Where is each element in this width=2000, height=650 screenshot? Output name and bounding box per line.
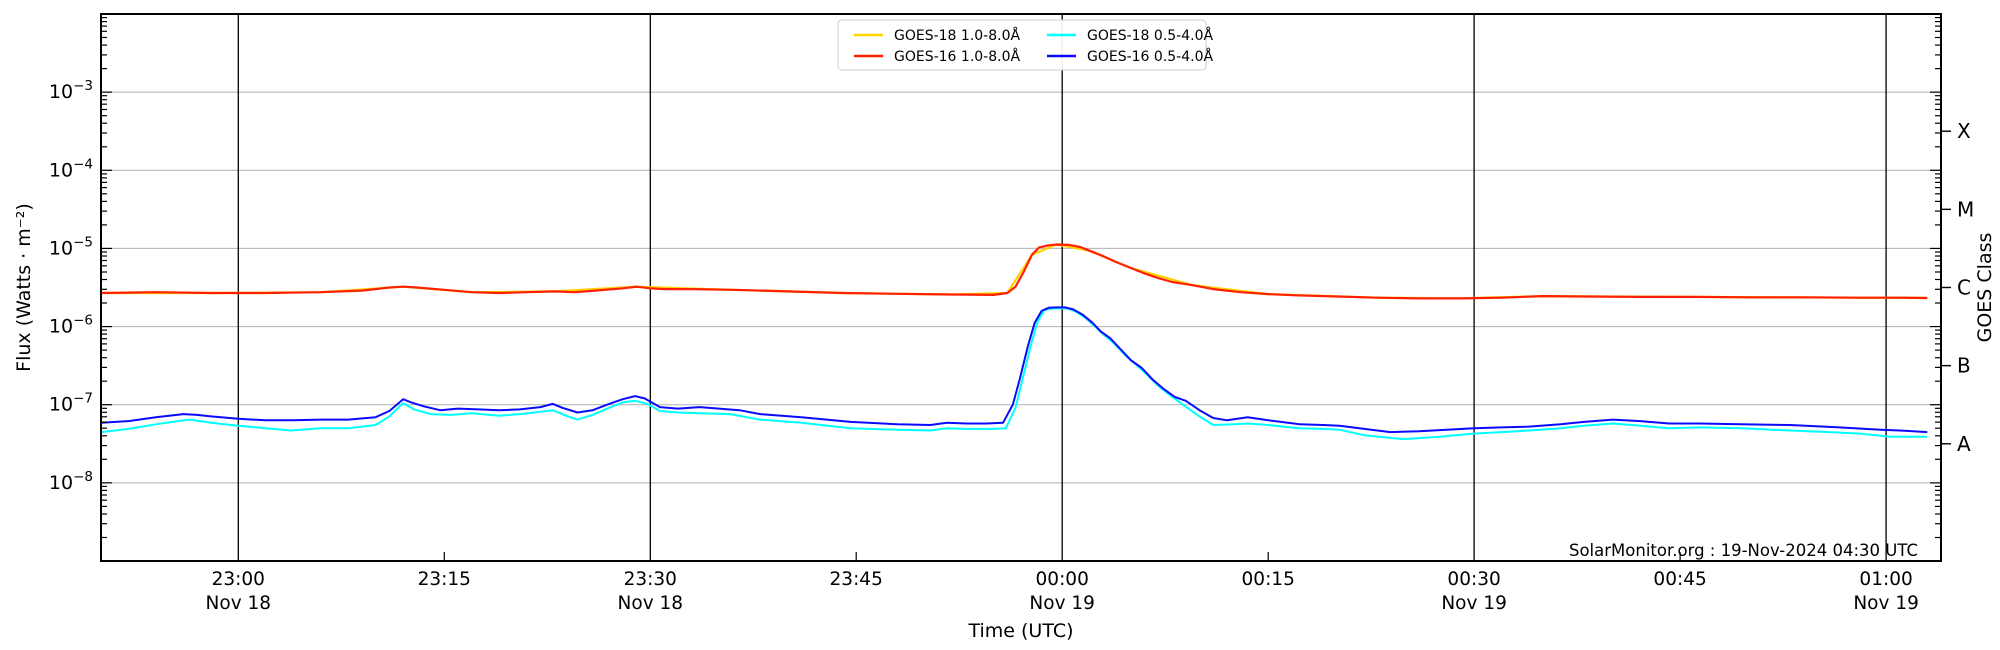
svg-text:10−7: 10−7 — [49, 391, 93, 416]
svg-text:01:00: 01:00 — [1859, 569, 1912, 590]
series-lines — [101, 243, 1928, 441]
series-2 — [101, 307, 1928, 441]
svg-text:00:00: 00:00 — [1036, 569, 1089, 590]
svg-text:Nov 19: Nov 19 — [1853, 593, 1919, 614]
svg-text:00:15: 00:15 — [1242, 569, 1295, 590]
y-axis-title: Flux (Watts · m⁻²) — [13, 203, 35, 372]
svg-text:23:00: 23:00 — [212, 569, 265, 590]
legend-label-1: GOES-16 1.0-8.0Å — [894, 48, 1020, 65]
svg-text:C: C — [1957, 276, 1971, 300]
watermark: SolarMonitor.org : 19-Nov-2024 04:30 UTC — [1569, 541, 1918, 560]
goes-class-labels: X M C B A — [1941, 119, 1974, 456]
svg-text:10−5: 10−5 — [49, 234, 93, 259]
y-ticks — [101, 17, 1941, 539]
svg-text:23:15: 23:15 — [418, 569, 471, 590]
svg-text:X: X — [1957, 119, 1971, 143]
series-1 — [101, 243, 1928, 300]
svg-text:10−3: 10−3 — [49, 78, 93, 103]
legend-label-2: GOES-18 0.5-4.0Å — [1087, 27, 1213, 44]
x-gridlines — [237, 14, 1887, 561]
svg-text:Nov 19: Nov 19 — [1441, 593, 1507, 614]
legend-label-3: GOES-16 0.5-4.0Å — [1087, 48, 1213, 65]
y-gridlines — [101, 91, 1941, 484]
svg-text:23:30: 23:30 — [624, 569, 677, 590]
svg-text:Nov 18: Nov 18 — [618, 593, 684, 614]
svg-text:10−8: 10−8 — [49, 469, 93, 494]
svg-text:23:45: 23:45 — [830, 569, 883, 590]
x-tick-labels: 23:00 Nov 18 23:15 23:30 Nov 18 23:45 00:00 Nov… — [206, 552, 1919, 614]
svg-text:B: B — [1957, 354, 1971, 378]
y-tick-labels: 10−3 10−4 10−5 10−6 10−7 10−8 — [49, 78, 93, 494]
svg-text:A: A — [1957, 432, 1971, 456]
x-axis-title: Time (UTC) — [967, 620, 1073, 642]
svg-text:10−4: 10−4 — [49, 156, 93, 181]
svg-text:00:30: 00:30 — [1447, 569, 1500, 590]
svg-text:Nov 19: Nov 19 — [1029, 593, 1095, 614]
svg-text:00:45: 00:45 — [1653, 569, 1706, 590]
legend: GOES-18 1.0-8.0Å GOES-16 1.0-8.0Å GOES-18 … — [837, 19, 1213, 71]
svg-text:M: M — [1957, 197, 1974, 221]
series-3 — [101, 306, 1928, 434]
svg-text:10−6: 10−6 — [49, 313, 93, 338]
y-axis-title-right: GOES Class — [1974, 233, 1996, 343]
svg-text:Nov 18: Nov 18 — [206, 593, 272, 614]
legend-label-0: GOES-18 1.0-8.0Å — [894, 27, 1020, 44]
